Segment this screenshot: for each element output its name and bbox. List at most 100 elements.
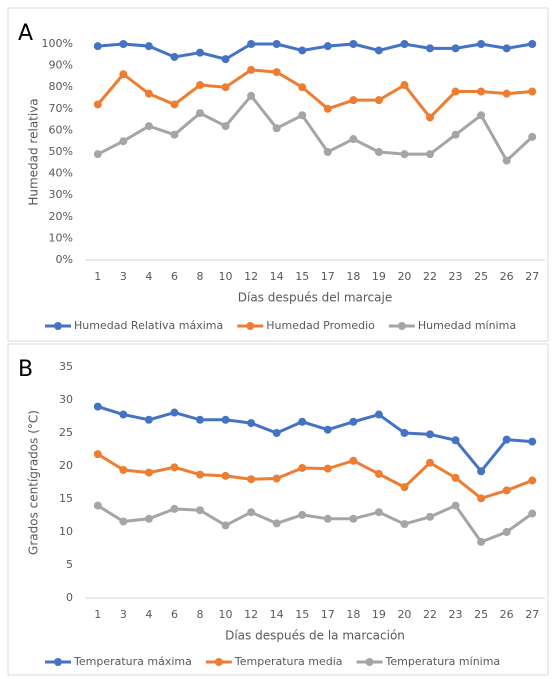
data-point [93, 402, 102, 411]
x-tick-label: 8 [197, 270, 204, 283]
x-tick-label: 15 [295, 608, 309, 621]
data-point [221, 83, 230, 92]
y-tick-label: 20 [59, 459, 73, 472]
data-point [477, 111, 486, 120]
data-point [374, 148, 383, 156]
y-tick-label: 40% [49, 167, 73, 180]
x-tick-label: 12 [244, 270, 258, 283]
series-line [97, 93, 534, 164]
data-point [374, 96, 383, 105]
x-tick-label: 1 [94, 608, 101, 621]
data-point [144, 122, 153, 131]
y-tick-label: 10 [59, 525, 73, 538]
y-tick-label: 60% [49, 123, 73, 136]
legend-marker [214, 658, 223, 666]
y-tick-label: 50% [49, 145, 73, 158]
y-tick-label: 90% [49, 59, 73, 72]
data-point [528, 509, 537, 518]
data-point [247, 65, 256, 74]
y-tick-label: 0 [66, 591, 73, 604]
x-tick-label: 18 [346, 270, 360, 283]
data-point [349, 514, 358, 523]
data-point [119, 40, 128, 48]
x-tick-label: 23 [449, 270, 463, 283]
data-point [170, 52, 179, 61]
data-point [170, 504, 179, 513]
data-point [247, 419, 256, 428]
data-point [400, 40, 409, 48]
y-tick-label: 5 [66, 558, 73, 571]
y-tick-label: 35 [59, 360, 73, 373]
x-tick-label: 17 [321, 270, 335, 283]
legend-marker [246, 322, 255, 330]
data-point [451, 44, 460, 53]
data-point [93, 100, 102, 109]
legend-marker [54, 658, 62, 666]
x-axis-title: Días después del marcaje [238, 291, 392, 305]
x-tick-label: 10 [219, 270, 233, 283]
data-point [426, 458, 434, 467]
y-tick-label: 70% [49, 102, 73, 115]
data-point [196, 470, 204, 479]
data-point [451, 473, 460, 482]
data-point [323, 425, 332, 434]
data-point [93, 450, 102, 459]
x-tick-label: 22 [423, 270, 437, 283]
x-tick-label: 3 [120, 608, 127, 621]
data-point [528, 476, 537, 485]
data-point [426, 512, 434, 521]
x-tick-label: 20 [397, 270, 411, 283]
x-tick-label: 15 [295, 270, 309, 283]
data-point [196, 81, 204, 90]
data-point [247, 475, 256, 484]
x-tick-label: 4 [145, 608, 152, 621]
data-point [400, 150, 409, 159]
data-point [221, 122, 230, 131]
data-point [374, 46, 383, 55]
data-point [247, 40, 256, 48]
data-point [477, 40, 486, 48]
data-point [93, 150, 102, 159]
y-tick-label: 25 [59, 426, 73, 439]
data-point [374, 410, 383, 419]
data-point [426, 44, 434, 53]
x-tick-label: 19 [372, 270, 386, 283]
data-point [400, 81, 409, 90]
data-point [119, 410, 128, 419]
data-point [374, 508, 383, 517]
x-tick-label: 19 [372, 608, 386, 621]
x-tick-label: 14 [270, 270, 284, 283]
y-tick-label: 100% [42, 37, 73, 50]
data-point [298, 417, 307, 426]
data-point [502, 156, 511, 165]
data-point [477, 467, 486, 476]
data-point [298, 510, 307, 519]
series-line [97, 405, 533, 474]
legend-marker [54, 322, 62, 330]
data-point [426, 430, 434, 439]
series-line [96, 452, 533, 501]
data-point [374, 469, 383, 478]
data-point [426, 150, 434, 159]
x-tick-label: 6 [171, 608, 178, 621]
data-point [144, 415, 153, 424]
y-tick-label: 10% [49, 231, 73, 244]
data-point [93, 42, 102, 51]
data-point [502, 44, 511, 53]
panel-a [7, 7, 549, 342]
data-point [170, 100, 179, 109]
data-point [528, 40, 537, 48]
y-tick-label: 15 [59, 492, 73, 505]
legend-marker [365, 658, 374, 666]
data-point [170, 463, 179, 472]
data-point [272, 68, 281, 77]
x-tick-label: 17 [321, 608, 335, 621]
x-tick-label: 3 [120, 270, 127, 283]
x-tick-label: 14 [270, 608, 284, 621]
y-tick-label: 30 [59, 393, 73, 406]
legend-label: Temperatura máxima [73, 655, 192, 668]
data-point [323, 42, 332, 51]
legend-label: Humedad Relativa máxima [74, 319, 223, 332]
data-point [349, 135, 358, 144]
